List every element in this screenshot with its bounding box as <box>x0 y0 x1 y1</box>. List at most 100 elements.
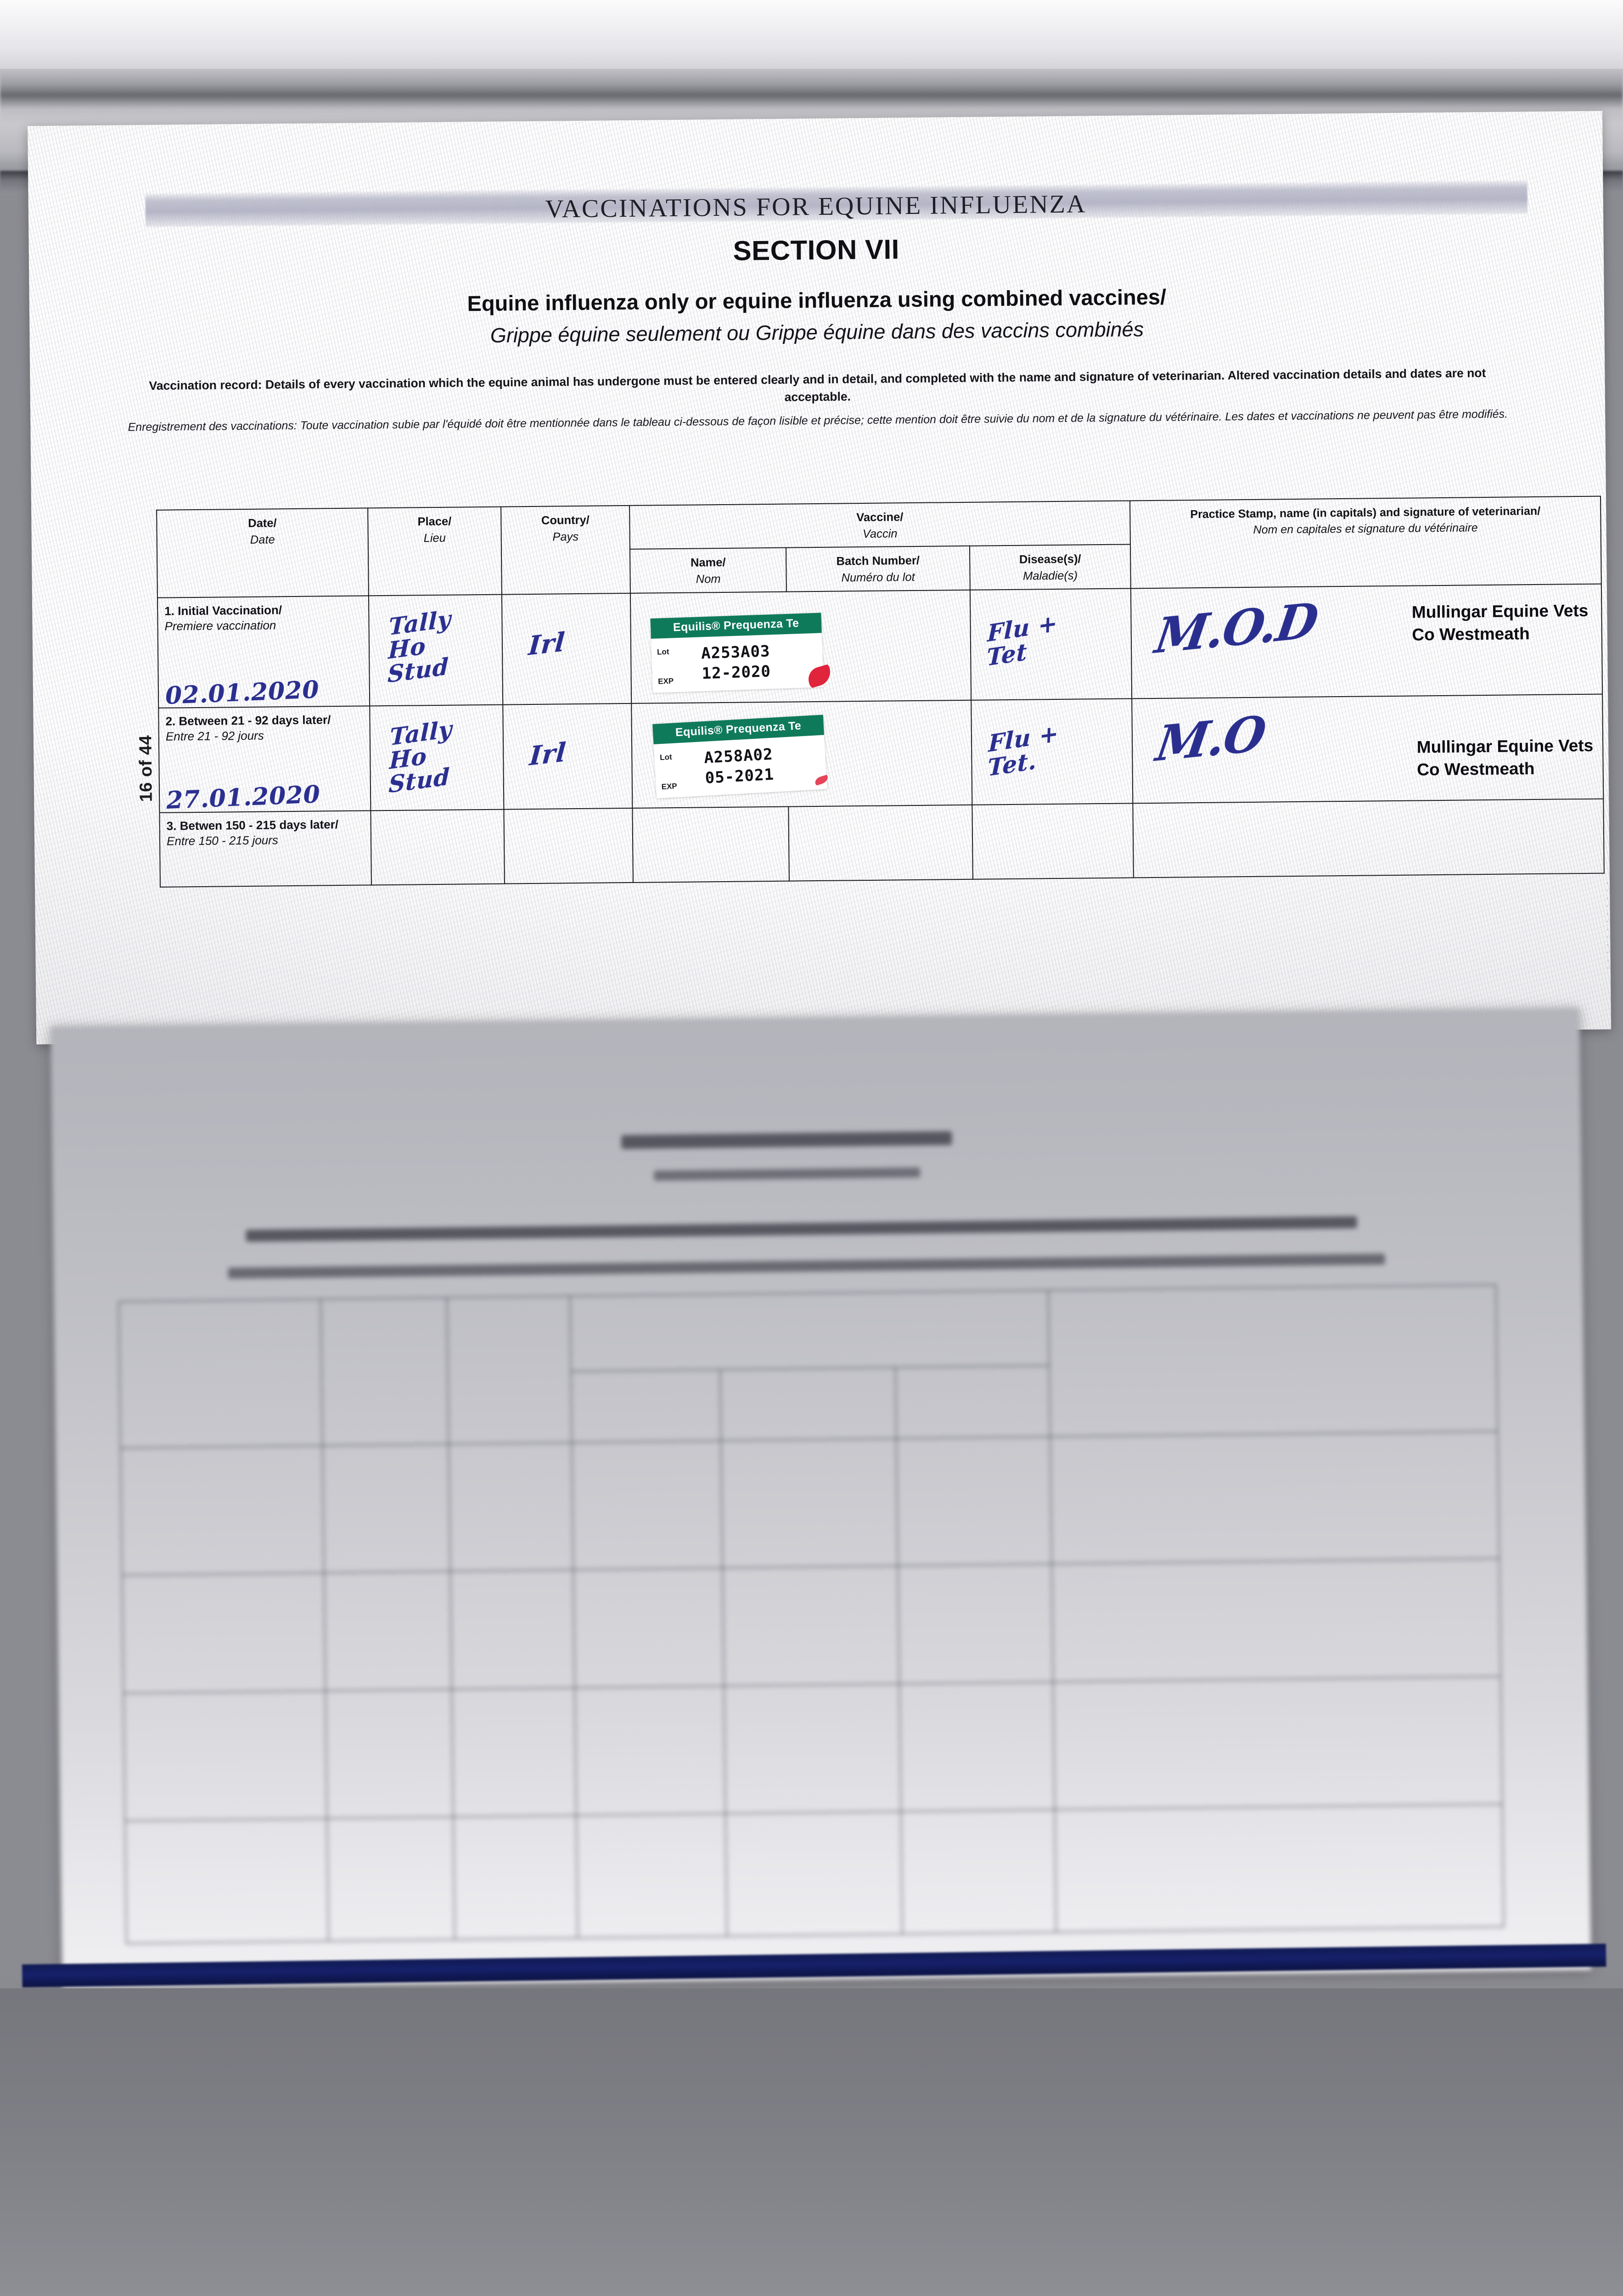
vet-signature: M.O <box>1152 704 1269 773</box>
blurred-cell <box>724 1684 901 1814</box>
handwritten-country: Irl <box>527 626 567 662</box>
red-marker-icon <box>814 774 830 786</box>
blurred-cell <box>720 1367 897 1441</box>
instructions-english: Vaccination record: Details of every vac… <box>149 366 1486 404</box>
blurred-cell <box>571 1370 721 1443</box>
blurred-heading-line <box>621 1131 952 1149</box>
header-practice-stamp: Practice Stamp, name (in capitals) and s… <box>1130 496 1601 589</box>
blurred-cell <box>325 1689 454 1818</box>
cell-diseases <box>972 803 1134 879</box>
blurred-cell <box>125 1818 329 1944</box>
practice-stamp: Mullingar Equine Vets Co Westmeath <box>1416 736 1594 779</box>
desk-surface-below <box>0 1988 1623 2296</box>
cell-diseases: Flu + Tet <box>970 588 1132 700</box>
blurred-cell <box>327 1817 455 1941</box>
vaccine-label-sticker: Equilis® Prequenza Te Lot EXP A253A03 12-… <box>650 613 834 693</box>
blurred-cell <box>450 1570 575 1689</box>
handwritten-date: 02.01.2020 <box>164 675 320 710</box>
cell-country: Irl <box>501 593 632 705</box>
handwritten-date: 27.01.2020 <box>166 780 321 815</box>
blurred-cell <box>576 1813 727 1938</box>
handwritten-diseases: Flu + Tet <box>986 608 1058 671</box>
blurred-cell <box>322 1444 450 1573</box>
blurred-cell <box>722 1566 899 1686</box>
blurred-cell <box>320 1297 449 1446</box>
blurred-row <box>122 1559 1501 1694</box>
blurred-cell <box>573 1568 724 1688</box>
blurred-cell <box>901 1809 1056 1934</box>
blurred-cell <box>570 1290 1050 1372</box>
blurred-cell <box>896 1436 1052 1566</box>
header-vaccine-name: Name/ Nom <box>629 547 786 593</box>
cell-vaccine-name <box>632 806 789 883</box>
blurred-cell <box>324 1571 452 1691</box>
passport-page: VACCINATIONS FOR EQUINE INFLUENZA SECTIO… <box>28 111 1613 1045</box>
table-row: 3. Betwen 150 - 215 days later/ Entre 15… <box>159 799 1604 887</box>
blurred-cell <box>447 1296 572 1444</box>
header-date: Date/ Date <box>157 508 369 598</box>
handwritten-place: Tally Ho Stud <box>388 715 453 798</box>
blurred-cell <box>721 1438 898 1568</box>
blurred-cell <box>1055 1804 1504 1932</box>
sticker-body: Lot EXP A253A03 12-2020 <box>651 633 834 693</box>
blurred-cell <box>118 1299 323 1448</box>
sticker-exp-label: EXP <box>657 676 674 686</box>
blurred-cell <box>899 1682 1055 1812</box>
blurred-row <box>120 1431 1499 1576</box>
cell-batch-number <box>788 805 973 881</box>
sticker-lot-label: Lot <box>659 752 673 762</box>
practice-stamp: Mullingar Equine Vets Co Westmeath <box>1411 601 1589 644</box>
vet-signature: M.O.D <box>1151 591 1321 665</box>
sticker-lot-label: Lot <box>657 647 669 657</box>
blurred-cell <box>120 1445 324 1576</box>
blurred-cell <box>1050 1431 1499 1564</box>
section-label: SECTION VII <box>733 234 900 266</box>
blurred-cell <box>122 1573 326 1694</box>
scanner-top-edge <box>0 0 1623 69</box>
blurred-cell <box>1053 1677 1503 1810</box>
cell-vaccine-sticker: Equilis® Prequenza Te Lot EXP A258A02 05-… <box>631 700 972 808</box>
blurred-paragraph-line <box>228 1253 1385 1279</box>
blurred-cell <box>451 1688 577 1817</box>
blurred-cell <box>453 1815 578 1940</box>
table-row: 2. Between 21 - 92 days later/ Entre 21 … <box>158 694 1604 815</box>
blurred-header-row <box>118 1284 1498 1448</box>
row-label-third-vaccination: 3. Betwen 150 - 215 days later/ Entre 15… <box>159 810 371 887</box>
cell-practice-stamp: M.O Mullingar Equine Vets Co Westmeath <box>1132 694 1604 804</box>
cell-place <box>371 809 505 885</box>
handwritten-country: Irl <box>528 737 567 772</box>
blurred-row <box>125 1804 1504 1944</box>
header-batch-number: Batch Number/ Numéro du lot <box>786 546 970 592</box>
subtitle-french: Grippe équine seulement ou Grippe équine… <box>490 317 1144 347</box>
blurred-cell <box>895 1366 1050 1439</box>
vaccination-table: Date/ Date Place/ Lieu Country/ Pays Vac… <box>156 496 1605 888</box>
row-label-second-vaccination: 2. Between 21 - 92 days later/ Entre 21 … <box>158 705 371 815</box>
blurred-cell <box>449 1442 573 1571</box>
page-number: 16 of 44 <box>136 735 156 802</box>
blurred-cell <box>1048 1284 1498 1437</box>
header-country: Country/ Pays <box>501 505 630 595</box>
sticker-batch-value: A258A02 05-2021 <box>703 745 775 788</box>
cell-country <box>504 808 633 884</box>
handwritten-diseases: Flu + Tet. <box>987 719 1059 782</box>
cell-vaccine-sticker: Equilis® Prequenza Te Lot EXP A253A03 12-… <box>630 590 972 703</box>
blurred-subheading-line <box>654 1167 921 1181</box>
blurred-cell <box>572 1441 723 1570</box>
blurred-cell <box>123 1691 327 1821</box>
sticker-batch-value: A253A03 12-2020 <box>701 642 771 683</box>
cell-diseases: Flu + Tet. <box>971 698 1133 805</box>
blurred-cell <box>1051 1559 1501 1682</box>
sticker-exp-label: EXP <box>661 781 678 791</box>
sticker-body: Lot EXP A258A02 05-2021 <box>654 735 830 798</box>
blurred-paragraph-line <box>246 1216 1357 1242</box>
blurred-cell <box>898 1564 1053 1684</box>
cell-practice-stamp: M.O.D Mullingar Equine Vets Co Westmeath <box>1130 584 1603 699</box>
cell-practice-stamp <box>1133 799 1604 878</box>
blurred-cell <box>574 1686 726 1816</box>
cell-country: Irl <box>503 703 633 810</box>
header-vaccine-group: Vaccine/ Vaccin <box>629 501 1130 550</box>
blurred-row <box>123 1677 1503 1821</box>
row-label-initial-vaccination: 1. Initial Vaccination/ Premiere vaccina… <box>157 596 370 710</box>
header-place: Place/ Lieu <box>368 506 502 596</box>
